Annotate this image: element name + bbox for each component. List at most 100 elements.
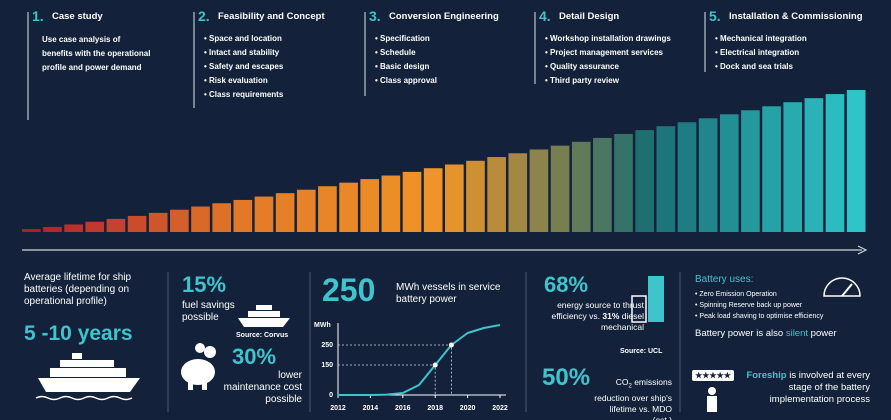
stair-bar — [212, 203, 231, 232]
step-item: • Workshop installation drawings — [545, 34, 671, 43]
stair-bar — [529, 149, 549, 232]
step-item: • Specification — [375, 34, 430, 43]
fuel-text: fuel savings possible — [182, 300, 235, 323]
x-tick-label: 2018 — [427, 405, 443, 412]
step-item: • Class requirements — [204, 90, 284, 99]
use-item: • Peak load shaving to optimise efficien… — [695, 313, 824, 320]
silent-pre: Battery power is also — [695, 328, 784, 339]
step-title: Conversion Engineering — [389, 11, 499, 22]
stair-bar — [804, 98, 824, 232]
silent-text: Battery power is also silent power — [695, 328, 837, 339]
co-sub: 2 — [628, 383, 632, 390]
step-item: • Third party review — [545, 76, 619, 85]
step-item: • Intact and stability — [204, 48, 280, 57]
step-item: • Schedule — [375, 48, 416, 57]
stair-bar — [233, 199, 253, 232]
step-item: • Electrical integration — [715, 48, 800, 57]
step-text: Use case analysis of benefits with the o… — [42, 35, 151, 72]
step-title: Case study — [52, 11, 103, 22]
foreship-text: Foreship is involved at every stage of t… — [742, 370, 870, 406]
x-tick-label: 2022 — [492, 405, 508, 412]
gauge-icon — [823, 277, 861, 297]
stair-bar — [85, 221, 105, 232]
step-number: 2. — [198, 8, 210, 24]
stair-bar — [296, 189, 316, 232]
guide-line — [338, 364, 436, 395]
use-item: • Spinning Reserve back up power — [695, 302, 803, 309]
stair-bar — [445, 164, 464, 232]
stair-bar — [614, 134, 633, 232]
step-item: • Mechanical integration — [715, 34, 807, 43]
step-title: Detail Design — [559, 11, 620, 22]
ship-icon — [35, 353, 140, 401]
stair-bar — [43, 226, 62, 232]
x-tick-label: 2016 — [395, 405, 411, 412]
stair-bar — [148, 212, 168, 232]
stair-bar — [466, 160, 485, 232]
step-item: • Dock and sea trials — [715, 62, 793, 71]
efficiency-label: energy source to thrust efficiency vs. — [551, 300, 645, 321]
x-tick-label: 2014 — [363, 405, 379, 412]
efficiency-text: energy source to thrust efficiency vs. 3… — [544, 300, 645, 333]
fuel-value: 15% — [182, 272, 227, 297]
lifetime-text: Average lifetime for ship batteries (dep… — [24, 272, 132, 307]
step-title: Feasibility and Concept — [218, 11, 325, 22]
x-tick-label: 2020 — [460, 405, 476, 412]
silent-post: power — [810, 328, 837, 339]
highlight-point — [448, 342, 454, 348]
stair-bar — [339, 182, 358, 232]
step-item: • Space and location — [204, 34, 282, 43]
y-tick-label: 0 — [329, 392, 333, 399]
stair-bar — [254, 196, 274, 232]
stair-bar — [275, 193, 295, 232]
highlight-point — [432, 362, 438, 368]
step-number: 4. — [539, 8, 551, 24]
maintenance-text: lower maintenance cost possible — [223, 370, 302, 405]
step-item: • Safety and escapes — [204, 62, 284, 71]
stair-bar — [360, 179, 380, 232]
stair-bar — [677, 122, 697, 232]
stair-bar — [402, 171, 422, 232]
stair-bar — [22, 229, 41, 232]
compare-value: 31% — [602, 311, 620, 321]
data-line — [338, 324, 501, 396]
stair-bar — [635, 130, 654, 232]
stair-bar — [64, 224, 83, 232]
foreship-label: is involved at every stage of the batter… — [769, 370, 870, 405]
step-item: • Class approval — [375, 76, 437, 85]
emissions-text: CO2 emissions reduction over ship's life… — [590, 377, 672, 420]
step-number: 1. — [32, 8, 44, 24]
foreship-name: Foreship — [746, 370, 787, 381]
stair-bar — [423, 168, 443, 232]
silent-word: silent — [785, 328, 809, 339]
arrow-head — [857, 245, 868, 255]
stair-bar — [719, 114, 739, 232]
lifetime-value: 5 -10 years — [24, 322, 133, 345]
use-item: • Zero Emission Operation — [695, 291, 777, 298]
piggy-bank-icon — [181, 343, 216, 390]
small-ship-icon — [238, 305, 290, 327]
step-number: 5. — [709, 8, 721, 24]
stair-bar — [825, 94, 845, 232]
stair-bar — [656, 126, 676, 232]
y-tick-label: 250 — [321, 342, 333, 349]
panel-dividers — [167, 272, 681, 412]
stair-bar — [381, 175, 401, 232]
chart-title: MWh vessels in service battery power — [396, 282, 501, 305]
step-item: • Project management services — [545, 48, 663, 57]
maintenance-value: 30% — [232, 344, 277, 369]
stair-bar — [846, 90, 866, 232]
stair-bar — [170, 209, 189, 232]
efficiency-source: Source: UCL — [620, 348, 663, 355]
fuel-source: Source: Corvus — [236, 332, 289, 339]
compare-label: diesel mechanical — [601, 311, 644, 332]
stair-bar — [508, 153, 528, 232]
y-axis-label: MWh — [314, 322, 331, 329]
stair-bar — [550, 145, 570, 232]
stair-bar — [191, 206, 210, 232]
guide-line — [338, 344, 452, 395]
step-title: Installation & Commissioning — [729, 11, 863, 22]
step-number: 3. — [369, 8, 381, 24]
y-tick-label: 150 — [321, 362, 333, 369]
